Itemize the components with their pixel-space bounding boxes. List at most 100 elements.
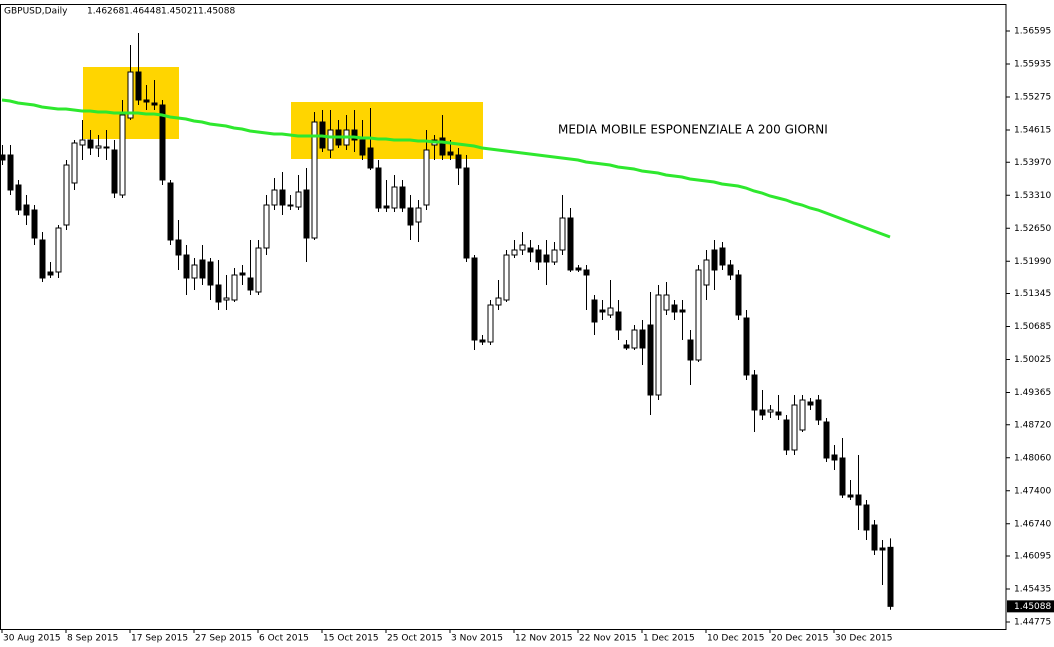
candle-body	[47, 271, 54, 276]
candle-body	[575, 267, 582, 271]
candle-body	[87, 139, 94, 149]
candle-body	[807, 401, 814, 406]
candle-body	[351, 129, 358, 141]
candle-body	[287, 204, 294, 207]
candle-body	[775, 411, 782, 416]
x-tick-label: 12 Nov 2015	[515, 634, 573, 644]
candle-body	[103, 146, 110, 149]
candle-body	[447, 151, 454, 156]
candle-body	[199, 259, 206, 279]
x-tick-label: 8 Sep 2015	[67, 634, 118, 644]
candle-body	[703, 259, 710, 286]
candle-body	[871, 524, 878, 551]
candle-body	[159, 104, 166, 181]
header-low: 1.45021	[161, 7, 198, 17]
candle-body	[719, 247, 726, 266]
y-tick-label: 1.56595	[1014, 27, 1051, 37]
candle-body	[879, 547, 886, 551]
candle-body	[223, 297, 230, 301]
candle-body	[383, 205, 390, 209]
y-tick-label: 1.50025	[1014, 355, 1051, 365]
x-tick-label: 10 Dec 2015	[707, 634, 765, 644]
candle-body	[191, 264, 198, 279]
candle-body	[503, 254, 510, 301]
candle-body	[615, 311, 622, 331]
candle-body	[295, 191, 302, 208]
x-tick-label: 17 Sep 2015	[131, 634, 188, 644]
candle-body	[607, 307, 614, 316]
candle-body	[831, 454, 838, 461]
y-tick-label: 1.51345	[1014, 289, 1051, 299]
y-tick-label: 1.55935	[1014, 60, 1051, 70]
candle-body	[815, 399, 822, 421]
candle-body	[631, 329, 638, 349]
candle-body	[599, 309, 606, 313]
candle-body	[183, 254, 190, 279]
x-tick-label: 20 Dec 2015	[771, 634, 829, 644]
candle-body	[527, 247, 534, 253]
candle-body	[375, 167, 382, 209]
y-tick-label: 1.45435	[1014, 585, 1051, 595]
candle-body	[695, 269, 702, 361]
candle-body	[511, 249, 518, 256]
candle-body	[95, 145, 102, 149]
candle-body	[463, 167, 470, 259]
candle-body	[855, 494, 862, 506]
candle-body	[583, 269, 590, 276]
candle-body	[791, 404, 798, 451]
candle-body	[743, 317, 750, 376]
candle-body	[359, 139, 366, 156]
candle-body	[551, 249, 558, 263]
candle-body	[839, 457, 846, 496]
candle-body	[423, 149, 430, 206]
annotation: MEDIA MOBILE ESPONENZIALE A 200 GIORNI	[558, 123, 828, 137]
candle-body	[799, 399, 806, 431]
candle-body	[559, 217, 566, 251]
moving-average-line	[1, 98, 891, 239]
candle-body	[759, 409, 766, 416]
y-tick-label: 1.51990	[1014, 257, 1051, 267]
y-tick-label: 1.47400	[1014, 486, 1051, 496]
y-tick-label: 1.46095	[1014, 552, 1051, 562]
x-tick-label: 30 Aug 2015	[3, 634, 61, 644]
candle-body	[271, 189, 278, 206]
candle-body	[0, 154, 6, 161]
candle-body	[263, 204, 270, 249]
candle-body	[391, 186, 398, 209]
plot-frame	[0, 4, 1007, 630]
candle-body	[479, 339, 486, 343]
candle-body	[63, 164, 70, 226]
candle-body	[119, 114, 126, 196]
candle-body	[679, 309, 686, 313]
y-tick-label: 1.54615	[1014, 126, 1051, 136]
candle-body	[663, 294, 670, 311]
candle-body	[487, 304, 494, 343]
candle-body	[687, 339, 694, 361]
candle-body	[671, 304, 678, 313]
candle-body	[847, 494, 854, 498]
candle-body	[39, 239, 46, 279]
candle-body	[167, 182, 174, 241]
candle-body	[175, 239, 182, 256]
candle-body	[71, 142, 78, 184]
candle-body	[783, 419, 790, 451]
header-high: 1.46448	[124, 7, 161, 17]
candle-body	[303, 189, 310, 239]
candle-body	[751, 374, 758, 411]
x-tick-label: 6 Oct 2015	[259, 634, 309, 644]
candle-body	[711, 249, 718, 271]
candle-body	[247, 277, 254, 291]
candle-body	[567, 217, 574, 271]
candle-body	[647, 324, 654, 396]
candle-body	[495, 297, 502, 306]
chart-title: GBPUSD,Daily	[4, 7, 68, 17]
candle-body	[887, 546, 894, 607]
y-tick-label: 1.53970	[1014, 158, 1051, 168]
candle-body	[31, 209, 38, 239]
candle-body	[207, 261, 214, 286]
candle-body	[655, 294, 662, 396]
x-tick-label: 15 Oct 2015	[323, 634, 379, 644]
header-close: 1.45088	[198, 7, 235, 17]
candle-body	[255, 247, 262, 293]
